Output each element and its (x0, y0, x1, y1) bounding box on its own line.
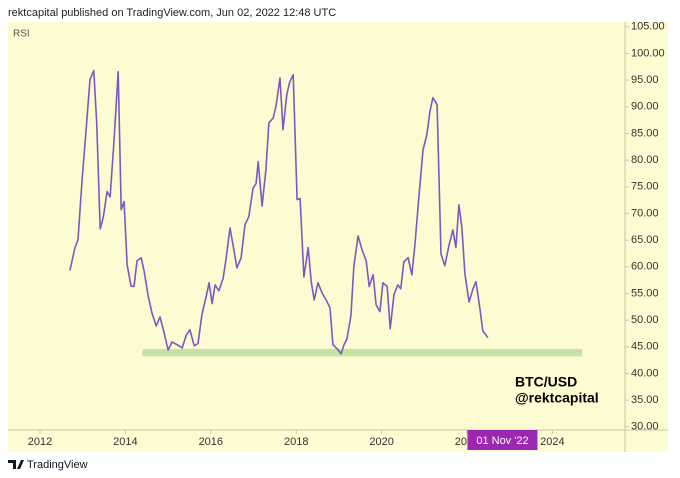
y-tick-label: 85.00 (631, 127, 659, 139)
y-tick-label: 65.00 (631, 234, 659, 246)
logo-icon (8, 460, 24, 469)
y-tick-label: 55.00 (631, 287, 659, 299)
rsi-line (69, 69, 489, 355)
y-tick-label: 30.00 (631, 421, 659, 433)
y-tick-label: 35.00 (631, 394, 659, 406)
y-tick-label: 45.00 (631, 341, 659, 353)
x-tick-label: 2018 (284, 436, 308, 448)
support-zone (142, 348, 583, 357)
logo: TradingView (8, 459, 88, 471)
y-tick-label: 50.00 (631, 314, 659, 326)
y-tick-label: 40.00 (631, 367, 659, 379)
x-tick-label: 2020 (369, 436, 393, 448)
y-tick-label: 80.00 (631, 154, 659, 166)
x-tick-label: 2014 (113, 436, 137, 448)
indicator-label: RSI (13, 29, 30, 40)
annotation: BTC/USD (515, 374, 577, 390)
y-tick-label: 60.00 (631, 261, 659, 273)
crosshair-label-box (467, 430, 538, 450)
y-tick-label: 95.00 (631, 74, 659, 86)
crosshair-label: 01 Nov '22 (476, 435, 528, 447)
x-tick-label: 2024 (540, 436, 564, 448)
x-tick-label: 2012 (28, 436, 52, 448)
y-tick-label: 105.00 (631, 21, 665, 33)
annotation: @rektcapital (515, 390, 599, 406)
header: rektcapital published on TradingView.com… (8, 7, 336, 19)
y-tick-label: 70.00 (631, 207, 659, 219)
footer-brand: TradingView (27, 459, 88, 471)
y-tick-label: 75.00 (631, 181, 659, 193)
y-tick-label: 90.00 (631, 101, 659, 113)
y-tick-label: 100.00 (631, 47, 665, 59)
x-tick-label: 2016 (199, 436, 223, 448)
